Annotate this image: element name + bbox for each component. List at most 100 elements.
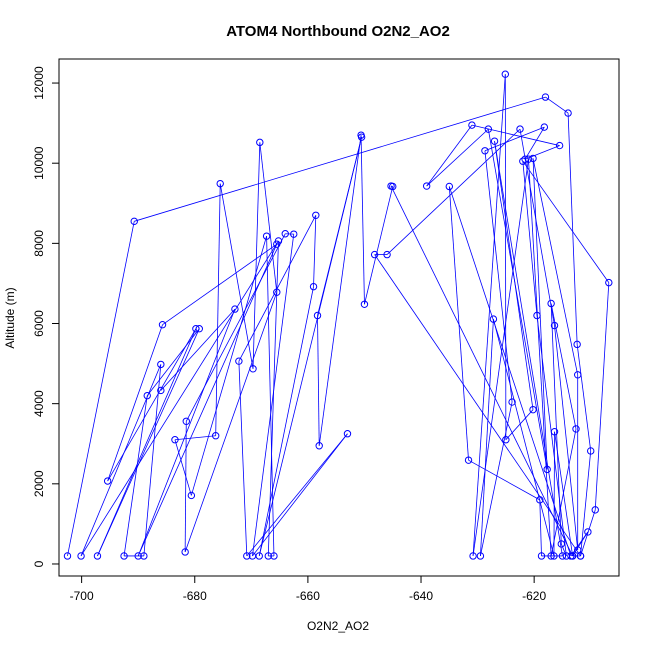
data-point bbox=[550, 552, 558, 560]
series-segment bbox=[539, 499, 542, 556]
data-point bbox=[256, 138, 264, 147]
data-point bbox=[529, 154, 537, 163]
series-segment bbox=[545, 96, 569, 114]
series-segment bbox=[550, 303, 562, 544]
data-point bbox=[422, 182, 431, 190]
y-tick-label: 10000 bbox=[32, 146, 46, 180]
y-axis: 0 2000 4000 6000 8000 10000 12000 bbox=[32, 66, 60, 567]
data-point bbox=[313, 311, 322, 320]
series-segment bbox=[267, 240, 279, 556]
series-segment bbox=[246, 433, 348, 557]
series-segment bbox=[472, 74, 506, 556]
data-point bbox=[140, 552, 148, 560]
data-point bbox=[243, 552, 251, 560]
data-point bbox=[77, 552, 85, 560]
series-segment bbox=[468, 459, 541, 501]
data-point bbox=[584, 528, 592, 536]
data-point bbox=[192, 325, 200, 333]
data-point bbox=[521, 155, 529, 163]
series-segment bbox=[484, 126, 545, 152]
series-segment bbox=[137, 308, 236, 557]
y-tick-label: 2000 bbox=[32, 470, 46, 497]
x-axis: -700 -680 -660 -640 -620 bbox=[70, 575, 546, 603]
data-point bbox=[273, 240, 281, 248]
data-point bbox=[484, 125, 493, 133]
data-point bbox=[181, 548, 189, 556]
series-segment bbox=[360, 135, 365, 305]
data-point bbox=[290, 230, 298, 238]
data-point bbox=[537, 552, 546, 560]
series-segment bbox=[504, 74, 507, 440]
data-point bbox=[573, 340, 581, 349]
data-point bbox=[195, 325, 203, 333]
data-point bbox=[564, 109, 572, 117]
data-point bbox=[231, 305, 239, 313]
data-point bbox=[555, 141, 564, 150]
data-point bbox=[130, 217, 138, 226]
data-point bbox=[171, 436, 179, 444]
series-segment bbox=[364, 186, 394, 305]
data-point bbox=[536, 496, 544, 504]
data-point bbox=[211, 432, 220, 440]
chart-title: ATOM4 Northbound O2N2_AO2 bbox=[226, 23, 450, 40]
data-point bbox=[281, 230, 289, 238]
series-segment bbox=[174, 439, 192, 496]
data-point bbox=[605, 278, 613, 287]
series-segment bbox=[426, 128, 489, 187]
series-segment bbox=[67, 221, 135, 557]
data-point bbox=[574, 546, 582, 554]
series-segment bbox=[123, 395, 148, 557]
data-point bbox=[134, 552, 142, 560]
series-segment bbox=[184, 292, 278, 553]
data-point bbox=[547, 299, 555, 308]
series-segment bbox=[448, 186, 572, 557]
series-segment bbox=[550, 303, 577, 429]
data-point bbox=[63, 552, 72, 560]
series-segment bbox=[317, 315, 320, 446]
series-segment bbox=[137, 243, 278, 557]
series-segment bbox=[238, 361, 248, 556]
series-segment bbox=[266, 236, 275, 556]
data-point bbox=[558, 552, 567, 560]
series-segment bbox=[374, 254, 581, 557]
x-tick-label: -640 bbox=[409, 589, 433, 603]
series-segment bbox=[160, 308, 236, 391]
series-segment bbox=[528, 159, 552, 556]
data-point bbox=[383, 250, 391, 259]
data-point bbox=[489, 315, 498, 323]
series-segment bbox=[560, 543, 567, 557]
data-point bbox=[273, 288, 281, 296]
data-point bbox=[445, 182, 454, 191]
series-segment bbox=[448, 186, 469, 461]
x-axis-label: O2N2_AO2 bbox=[307, 619, 369, 633]
data-point bbox=[235, 357, 243, 365]
series-segment bbox=[258, 137, 363, 557]
data-point bbox=[574, 371, 582, 379]
x-tick-label: -700 bbox=[70, 589, 94, 603]
series-segment bbox=[472, 159, 529, 557]
data-point bbox=[343, 430, 352, 438]
series-segment bbox=[553, 431, 555, 556]
data-point bbox=[550, 321, 559, 330]
series-segment bbox=[80, 240, 279, 557]
series-segment bbox=[522, 160, 610, 283]
data-point bbox=[524, 155, 533, 163]
data-point bbox=[216, 179, 224, 188]
series-segment bbox=[215, 183, 221, 436]
data-point bbox=[502, 436, 510, 444]
series-segment bbox=[505, 409, 534, 441]
data-point bbox=[389, 182, 397, 191]
series-segment bbox=[494, 141, 563, 557]
series-segment bbox=[386, 128, 521, 255]
series-segment bbox=[567, 113, 578, 345]
series-segment bbox=[576, 344, 592, 452]
data-point bbox=[516, 125, 524, 133]
series-segment bbox=[484, 150, 513, 403]
series-segment bbox=[146, 328, 200, 396]
data-point bbox=[547, 552, 555, 560]
y-tick-label: 12000 bbox=[32, 66, 46, 100]
data-point bbox=[157, 386, 165, 395]
series-segment bbox=[480, 401, 513, 557]
data-point bbox=[357, 133, 366, 141]
